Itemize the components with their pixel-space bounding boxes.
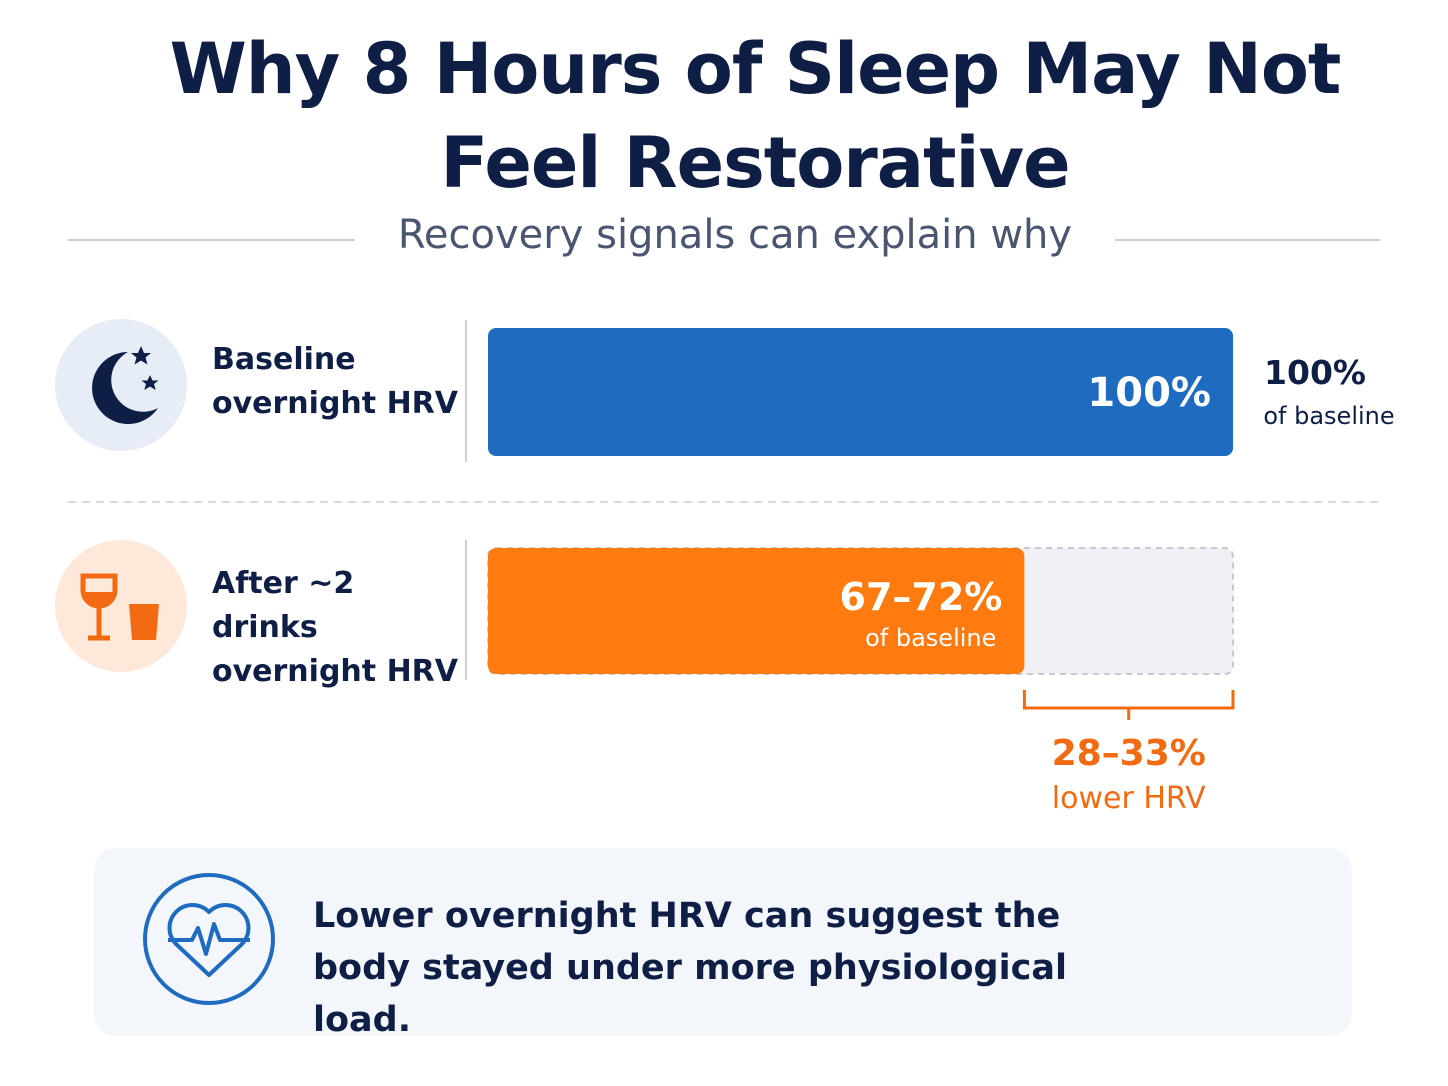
value-note: of baseline <box>865 624 996 652</box>
star-icon <box>131 346 151 365</box>
heart-icon <box>143 873 275 1005</box>
value-label: 100% <box>1264 353 1366 392</box>
value-label: 100% <box>1087 370 1211 416</box>
chart-title: Why 8 Hours of Sleep May Not Feel Restor… <box>169 28 1342 204</box>
gap-note: lower HRV <box>1052 781 1206 816</box>
gap-label: 28–33% <box>1052 733 1206 774</box>
icon-bg <box>55 540 187 672</box>
star-icon <box>141 375 159 390</box>
glass-icon <box>129 604 159 640</box>
callout-text: Lower overnight HRV can suggest the body… <box>313 896 1067 1040</box>
category-label: After ~2 drinks overnight HRV <box>212 566 458 689</box>
icon-bg <box>55 319 187 451</box>
category-label: Baseline overnight HRV <box>212 342 458 421</box>
bar <box>488 328 1233 456</box>
value-label: 67–72% <box>840 575 1003 619</box>
heart-icon <box>167 903 251 977</box>
pulse-icon <box>168 922 250 956</box>
wine-icon <box>85 592 113 606</box>
moon-icon <box>92 352 158 424</box>
callout-box <box>94 848 1352 1036</box>
bar <box>488 548 1025 674</box>
subtitle: Recovery signals can explain why <box>397 212 1073 258</box>
value-note: of baseline <box>1263 402 1394 430</box>
gap-bracket <box>1022 690 1235 720</box>
